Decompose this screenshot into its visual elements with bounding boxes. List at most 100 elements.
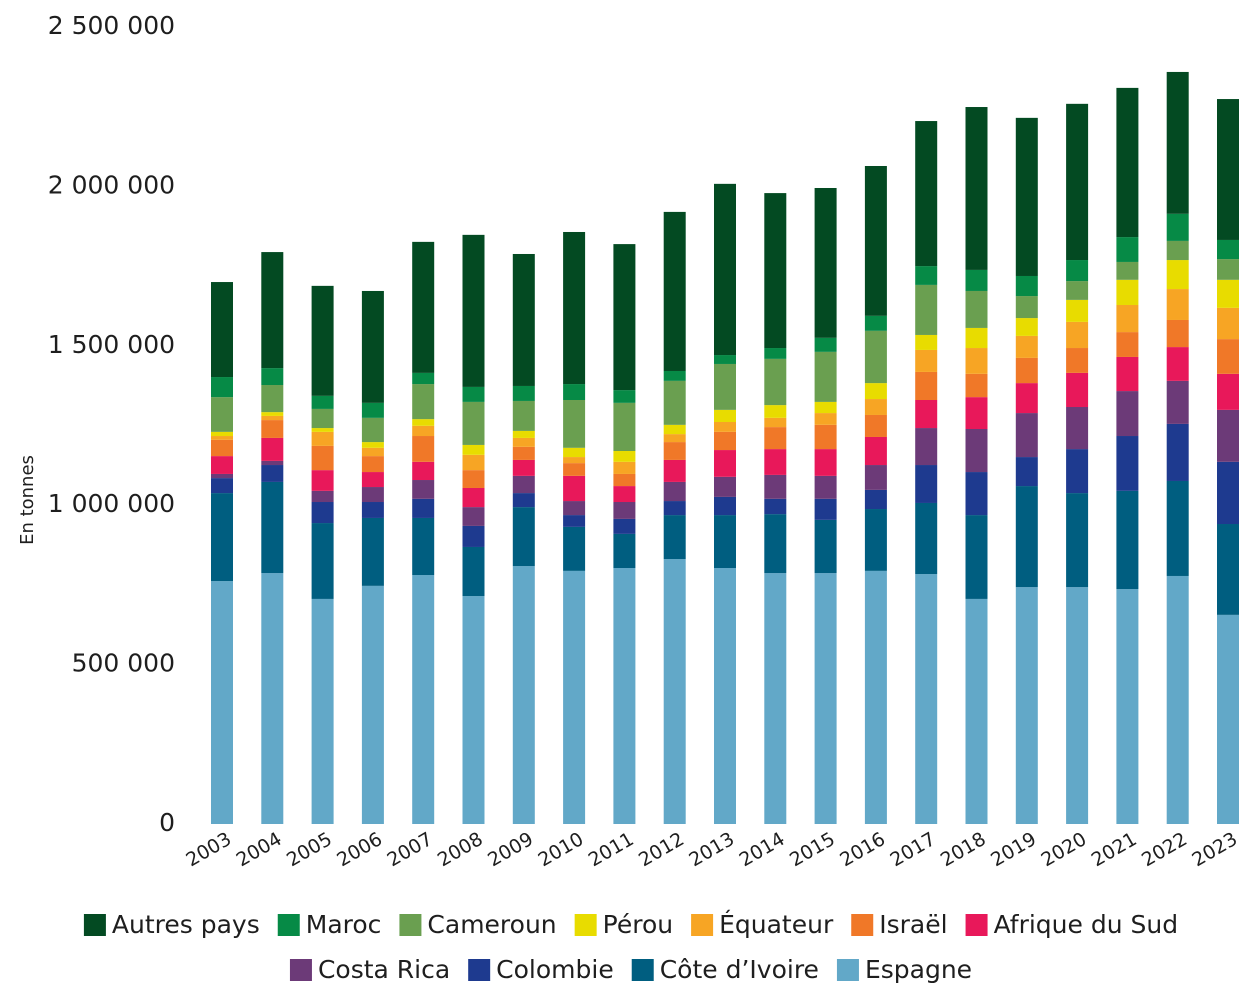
bar-segment: [1166, 260, 1189, 290]
bar-segment: [462, 470, 485, 488]
legend-swatch: [965, 914, 988, 936]
bar-segment: [1217, 614, 1239, 824]
bar-segment: [864, 315, 887, 331]
bar-segment: [512, 385, 535, 401]
y-tick-label: 2 500 000: [48, 11, 175, 40]
bar-segment: [915, 428, 938, 466]
bar-segment: [462, 507, 485, 526]
x-tick-label: 2010: [534, 828, 587, 871]
legend-label: Côte d’Ivoire: [660, 955, 819, 984]
bar-segment: [462, 546, 485, 597]
bar-segment: [462, 444, 485, 455]
legend-label: Maroc: [306, 910, 382, 939]
bar-segment: [1217, 339, 1239, 374]
bar-segment: [361, 442, 384, 448]
bar-segment: [412, 461, 435, 481]
bar-segment: [261, 412, 284, 416]
bar-segment: [864, 330, 887, 384]
bar-segment: [361, 487, 384, 503]
bar-segment: [1066, 407, 1089, 450]
bar-segment: [714, 409, 736, 422]
bar-segment: [261, 437, 284, 461]
bar-segment: [864, 165, 887, 316]
bar-segment: [1066, 348, 1089, 373]
bar-segment: [864, 489, 887, 510]
bar-segment: [211, 431, 233, 437]
x-tick-label: 2016: [836, 828, 889, 871]
bar-segment: [814, 351, 837, 402]
bar-segment: [512, 475, 535, 494]
bar-segment: [1015, 486, 1038, 588]
bar-segment: [663, 559, 686, 824]
legend-swatch: [83, 914, 106, 936]
bar-segment: [915, 266, 938, 285]
bar-segment: [965, 472, 988, 516]
bar-segment: [663, 424, 686, 435]
bar-segment: [714, 183, 736, 356]
bar-segment: [864, 383, 887, 400]
bar-segment: [915, 574, 938, 824]
x-tick-label: 2019: [987, 828, 1040, 871]
legend-swatch: [277, 914, 300, 936]
bar-segment: [965, 269, 988, 291]
bar-segment: [965, 373, 988, 398]
bar-segment: [764, 417, 787, 428]
bar-segment: [462, 401, 485, 445]
bar-segment: [211, 377, 233, 398]
y-axis-label: En tonnes: [17, 455, 38, 545]
bar-segment: [714, 496, 736, 516]
bar-segment: [1217, 524, 1239, 615]
bar-segment: [663, 211, 686, 371]
bar-segment: [764, 573, 787, 824]
bar-segment: [915, 121, 938, 267]
bar-segment: [864, 436, 887, 466]
legend-label: Cameroun: [427, 910, 556, 939]
bar-segment: [361, 456, 384, 473]
bar-segment: [1166, 319, 1189, 348]
bar-segment: [1116, 436, 1139, 491]
bar-segment: [764, 449, 787, 475]
bar-segment: [663, 434, 686, 443]
bar-segment: [1066, 449, 1089, 494]
bar-segment: [864, 570, 887, 824]
bar-segment: [412, 419, 435, 426]
bar-segment: [663, 459, 686, 482]
bar-segment: [1116, 261, 1139, 280]
bar-segment: [814, 401, 837, 414]
legend-swatch: [631, 959, 654, 981]
bar-segment: [412, 241, 435, 373]
bar-segment: [965, 348, 988, 374]
bar-segment: [462, 525, 485, 547]
x-tick-label: 2007: [384, 828, 437, 871]
bar-segment: [361, 585, 384, 824]
bar-segment: [211, 456, 233, 474]
y-tick-label: 500 000: [72, 649, 175, 678]
bar-segment: [563, 231, 586, 385]
bar-segment: [361, 502, 384, 518]
bar-segment: [864, 399, 887, 415]
bar-segment: [613, 533, 636, 569]
bar-segment: [714, 568, 736, 824]
x-tick-label: 2013: [685, 828, 738, 871]
bar-segment: [814, 475, 837, 499]
bar-segment: [613, 402, 636, 452]
bar-segment: [361, 472, 384, 488]
bar-segment: [462, 234, 485, 387]
bar-segment: [412, 575, 435, 824]
bar-segment: [613, 518, 636, 534]
bar-segment: [915, 349, 938, 372]
bar-segment: [211, 493, 233, 582]
bar-segment: [563, 447, 586, 458]
bar-segment: [965, 598, 988, 824]
legend-label: Colombie: [496, 955, 614, 984]
bar-segment: [311, 285, 334, 396]
bar-segment: [1066, 493, 1089, 588]
x-tick-label: 2018: [937, 828, 990, 871]
bar-segment: [512, 507, 535, 567]
bar-segment: [764, 498, 787, 515]
bar-segment: [1066, 103, 1089, 261]
bar-segment: [412, 517, 435, 576]
bar-segment: [211, 282, 233, 378]
bar-segment: [211, 473, 233, 479]
